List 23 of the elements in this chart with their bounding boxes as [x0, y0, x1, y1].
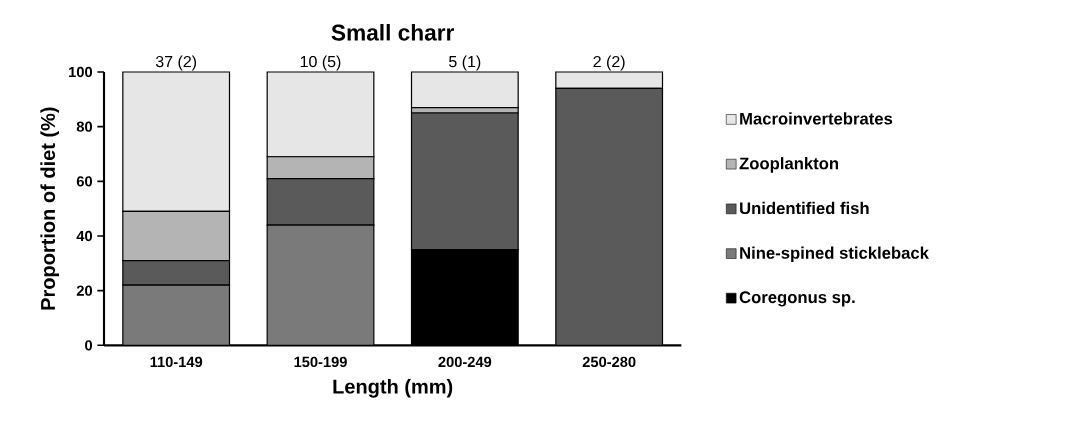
- y-tick-label: 20: [76, 285, 93, 297]
- x-tick-label: 250-280: [582, 356, 636, 368]
- legend-label: Unidentified fish: [740, 202, 869, 215]
- legend-label: Macroinvertebrates: [740, 112, 893, 125]
- x-tick-label: 110-149: [150, 356, 203, 368]
- y-axis-title: Proportion of diet (%): [40, 107, 59, 310]
- annotation: 5 (1): [449, 55, 481, 71]
- x-tick-label: 150-199: [294, 356, 347, 368]
- legend-label: Nine-spined stickleback: [740, 246, 929, 263]
- x-tick-label: 200-249: [438, 356, 492, 368]
- chart-title: Small charr: [331, 24, 455, 41]
- annotation: 10 (5): [300, 55, 341, 71]
- bar: [410, 71, 519, 109]
- y-tick-label: 100: [69, 66, 93, 78]
- annotation: 2 (2): [593, 55, 625, 71]
- annotation: 37 (2): [155, 55, 197, 71]
- legend-label: Zooplankton: [739, 157, 839, 173]
- x-axis-title: Length (mm): [333, 379, 453, 398]
- y-tick-label: 0: [85, 340, 93, 351]
- y-tick-label: 60: [76, 176, 93, 187]
- legend-label: Coregonus sp.: [739, 291, 855, 307]
- y-tick-label: 80: [76, 121, 93, 133]
- y-tick-label: 40: [76, 230, 93, 242]
